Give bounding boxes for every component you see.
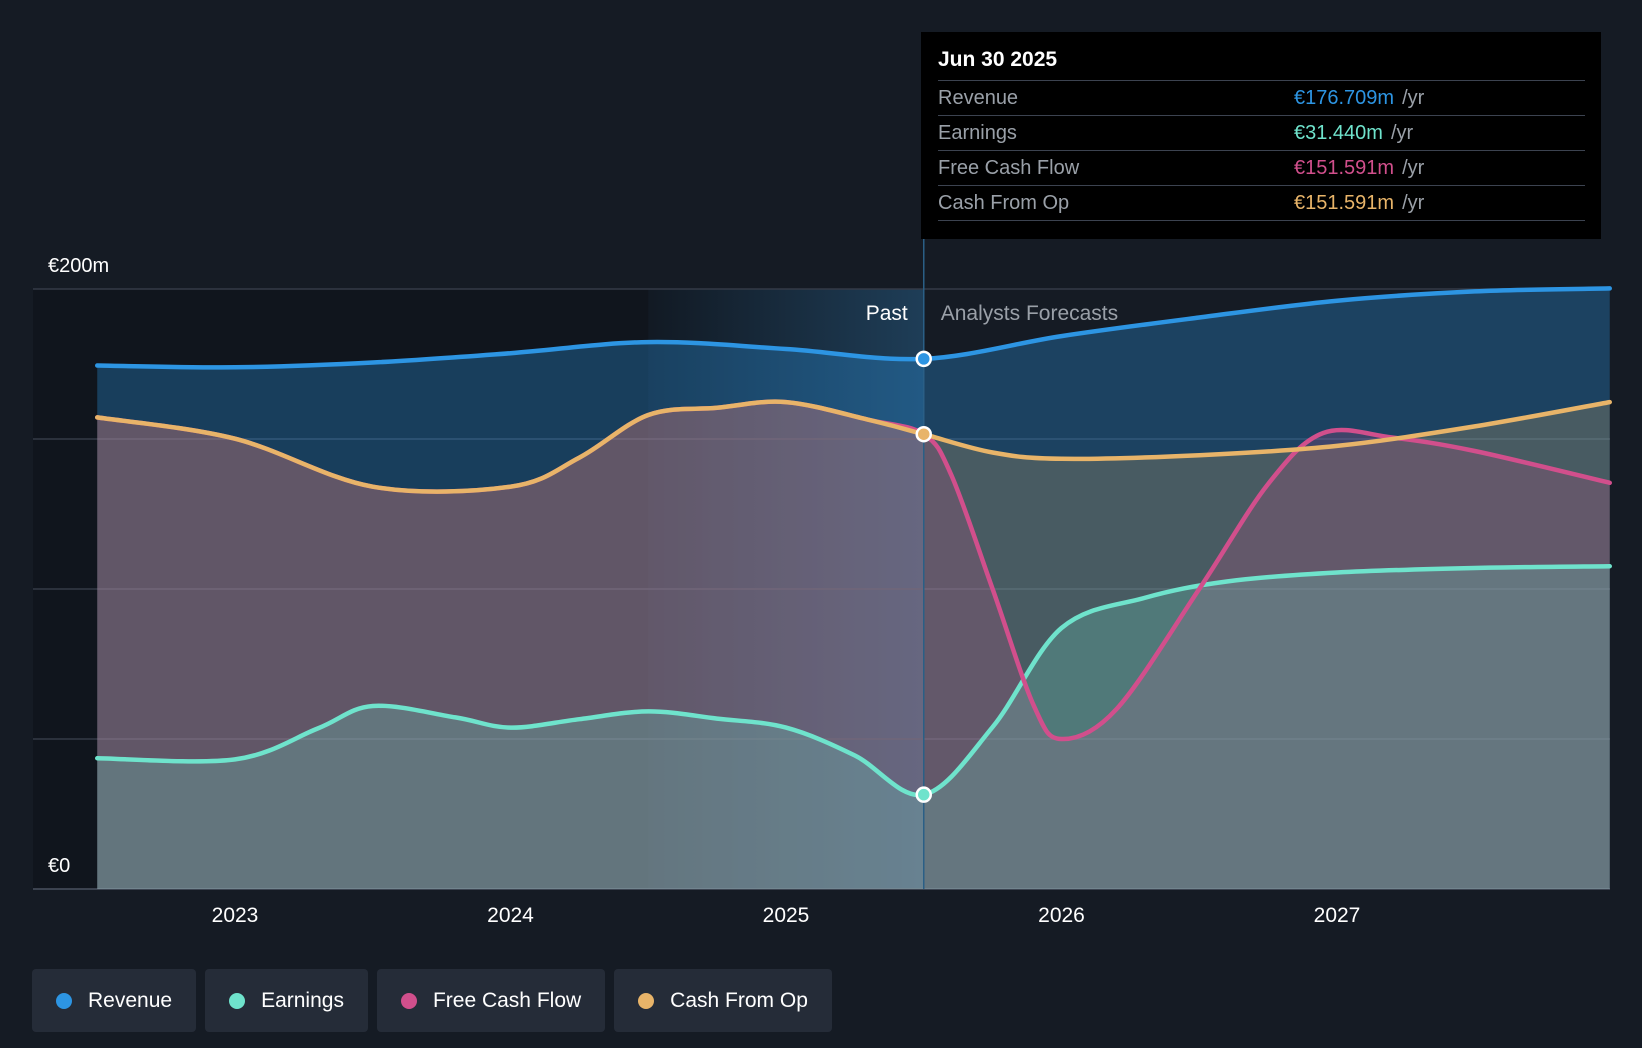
tooltip-label: Free Cash Flow xyxy=(938,157,1080,179)
x-tick-label: 2023 xyxy=(212,904,259,927)
tooltip-value: €151.591m/yr xyxy=(1294,151,1424,185)
legend-item-cash-from-op[interactable]: Cash From Op xyxy=(614,969,832,1032)
tooltip-row-earnings: Earnings €31.440m/yr xyxy=(938,116,1585,151)
marker-revenue xyxy=(915,350,932,368)
tooltip-value-text: €176.709m xyxy=(1294,87,1395,109)
tooltip-panel: Jun 30 2025 Revenue €176.709m/yr Earning… xyxy=(921,32,1601,239)
x-tick-label: 2027 xyxy=(1314,904,1361,927)
line-earnings xyxy=(95,563,1612,798)
tooltip-row-cash-from-op: Cash From Op €151.591m/yr xyxy=(938,186,1585,221)
legend: Revenue Earnings Free Cash Flow Cash Fro… xyxy=(32,969,832,1032)
line-cash-from-op xyxy=(95,399,1612,494)
legend-dot-icon xyxy=(56,992,72,1009)
legend-dot-icon xyxy=(400,992,417,1009)
tooltip-value: €176.709m/yr xyxy=(1294,81,1424,115)
legend-dot-icon xyxy=(638,992,655,1009)
x-tick-label: 2024 xyxy=(487,904,534,927)
line-revenue xyxy=(95,286,1612,370)
tooltip-unit: /yr xyxy=(1402,87,1425,109)
tooltip-value: €151.591m/yr xyxy=(1294,186,1424,220)
past-label: Past xyxy=(866,302,908,325)
area-free-cash-flow xyxy=(97,401,1610,889)
x-tick-label: 2025 xyxy=(763,904,810,927)
legend-label: Cash From Op xyxy=(670,988,808,1012)
tooltip-row-free-cash-flow: Free Cash Flow €151.591m/yr xyxy=(938,151,1585,186)
tooltip-value-text: €151.591m xyxy=(1294,157,1395,179)
tooltip-unit: /yr xyxy=(1402,192,1425,214)
x-tick-label: 2026 xyxy=(1038,904,1085,927)
forecast-label: Analysts Forecasts xyxy=(941,302,1118,325)
legend-item-free-cash-flow[interactable]: Free Cash Flow xyxy=(376,969,606,1032)
marker-cash-from-op xyxy=(915,425,932,443)
tooltip-value-text: €151.591m xyxy=(1294,192,1395,214)
legend-item-earnings[interactable]: Earnings xyxy=(205,969,368,1032)
tooltip-unit: /yr xyxy=(1402,157,1425,179)
tooltip-value: €31.440m/yr xyxy=(1294,116,1413,150)
legend-dot-icon xyxy=(229,992,246,1009)
legend-label: Free Cash Flow xyxy=(432,988,582,1012)
tooltip-label: Earnings xyxy=(938,122,1017,144)
area-earnings xyxy=(97,566,1610,889)
marker-earnings xyxy=(915,786,932,803)
legend-item-revenue[interactable]: Revenue xyxy=(32,969,197,1032)
area-revenue xyxy=(97,288,1610,889)
tooltip-label: Cash From Op xyxy=(938,192,1070,214)
tooltip-row-revenue: Revenue €176.709m/yr xyxy=(938,81,1585,116)
tooltip-unit: /yr xyxy=(1390,122,1414,144)
y-axis-min-label: €0 xyxy=(48,855,70,877)
legend-label: Revenue xyxy=(88,988,173,1012)
tooltip-date: Jun 30 2025 xyxy=(938,46,1585,81)
legend-label: Earnings xyxy=(261,988,344,1012)
tooltip-label: Revenue xyxy=(938,87,1019,109)
y-axis-max-label: €200m xyxy=(48,255,109,277)
area-cash-from-op xyxy=(97,401,1610,889)
tooltip-value-text: €31.440m xyxy=(1294,122,1383,144)
